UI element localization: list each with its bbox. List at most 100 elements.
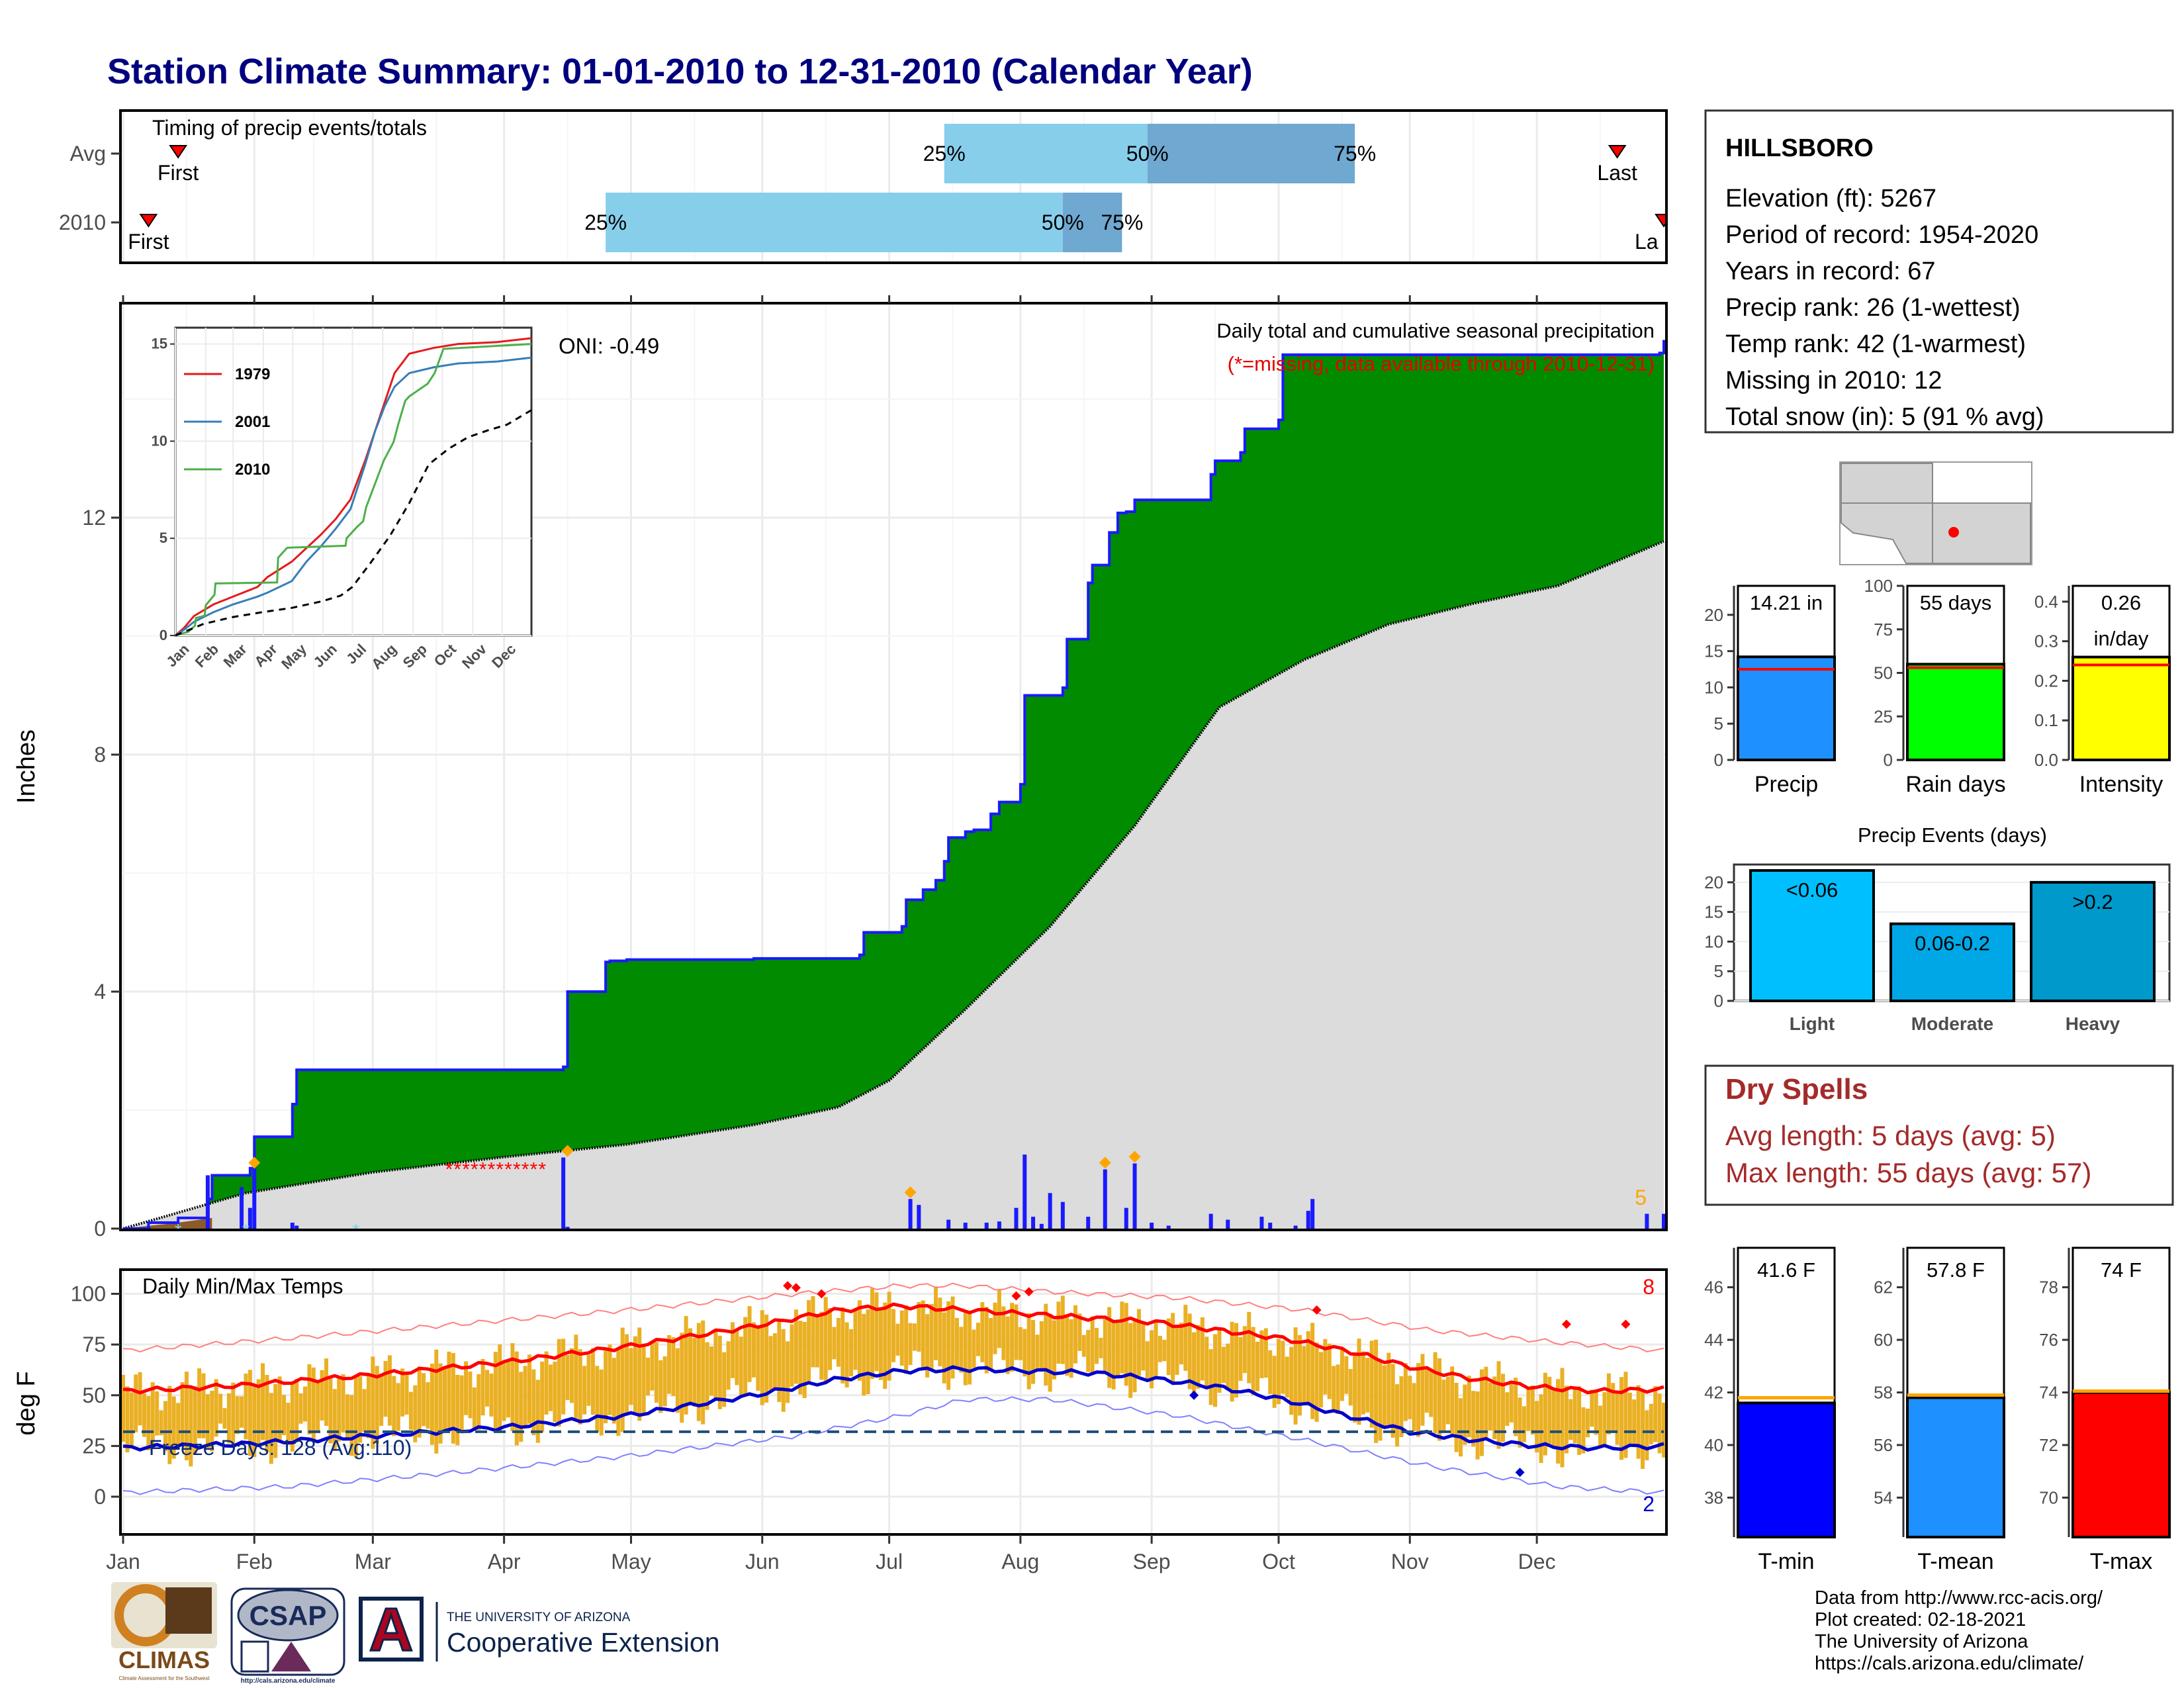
daily-temp-bar bbox=[751, 1322, 756, 1378]
daily-temp-bar bbox=[1572, 1386, 1577, 1444]
daily-temp-bar bbox=[477, 1374, 481, 1430]
daily-temp-bar bbox=[1649, 1403, 1653, 1445]
daily-temp-bar bbox=[510, 1343, 515, 1432]
daily-temp-bar bbox=[1463, 1384, 1467, 1445]
daily-temp-bar bbox=[1205, 1336, 1209, 1389]
daily-temp-bar bbox=[1374, 1339, 1379, 1443]
timing-panel: 25% 50% 75% First Last 25% 50% 75% First La Timin… bbox=[59, 109, 1668, 264]
missing-data-marker: * bbox=[530, 1159, 538, 1181]
daily-precip-bar bbox=[146, 1227, 151, 1229]
daily-temp-bar bbox=[1090, 1316, 1095, 1376]
daily-temp-bar bbox=[815, 1313, 819, 1368]
daily-temp-bar bbox=[1001, 1306, 1006, 1360]
daily-temp-bar bbox=[1429, 1370, 1433, 1417]
events-bar-label: 0.06-0.2 bbox=[1915, 932, 1990, 955]
month-label: Apr bbox=[488, 1550, 521, 1573]
daily-temp-bar bbox=[371, 1356, 375, 1449]
daily-temp-bar bbox=[121, 1374, 125, 1442]
daily-temp-bar bbox=[341, 1374, 345, 1433]
daily-temp-bar bbox=[1044, 1303, 1048, 1386]
daily-temp-bar bbox=[866, 1309, 870, 1395]
daily-temp-bar bbox=[205, 1394, 210, 1450]
month-label: Oct bbox=[1262, 1550, 1295, 1573]
daily-temp-bar bbox=[1653, 1385, 1658, 1442]
daily-temp-bar bbox=[1509, 1383, 1514, 1423]
daily-temp-bar bbox=[303, 1386, 308, 1422]
dry-spells-avg: Avg length: 5 days (avg: 5) bbox=[1725, 1120, 2056, 1151]
daily-temp-bar bbox=[828, 1308, 833, 1370]
temp-chart-value-label: 57.8 F bbox=[1927, 1258, 1985, 1282]
daily-temp-bar bbox=[286, 1403, 291, 1445]
small-chart-value-label: 55 days bbox=[1920, 591, 1992, 614]
daily-precip-bar bbox=[1150, 1223, 1154, 1229]
daily-temp-bar bbox=[1564, 1385, 1569, 1454]
daily-temp-bar bbox=[908, 1323, 913, 1366]
daily-temp-bar bbox=[519, 1372, 523, 1442]
daily-temp-bar bbox=[646, 1357, 651, 1396]
daily-temp-bar bbox=[895, 1323, 900, 1356]
daily-precip-bar bbox=[290, 1223, 295, 1229]
daily-temp-bar bbox=[590, 1348, 595, 1415]
daily-temp-bar bbox=[993, 1302, 997, 1354]
daily-temp-bar bbox=[959, 1327, 964, 1373]
temp-chart-ytick-label: 70 bbox=[2039, 1487, 2058, 1507]
daily-temp-bar bbox=[1310, 1323, 1315, 1419]
ua-logo-letter: A bbox=[369, 1596, 413, 1664]
pct-label: 50% bbox=[1126, 142, 1169, 165]
daily-temp-bar bbox=[878, 1309, 883, 1380]
temp-ytick-label: 50 bbox=[82, 1383, 106, 1407]
large-event-marker bbox=[904, 1186, 917, 1199]
daily-temp-bar bbox=[684, 1316, 688, 1415]
daily-temp-bar bbox=[222, 1408, 227, 1429]
small-chart-bar bbox=[1737, 655, 1836, 762]
daily-temp-bar bbox=[1183, 1305, 1188, 1371]
ua-bottom-text: Cooperative Extension bbox=[447, 1627, 720, 1658]
daily-temp-bar bbox=[349, 1395, 354, 1456]
daily-temp-bar bbox=[1390, 1364, 1395, 1438]
daily-temp-bar bbox=[582, 1366, 587, 1415]
daily-temp-bar bbox=[277, 1376, 282, 1441]
daily-temp-bar bbox=[1348, 1369, 1353, 1406]
record-low-count: 2 bbox=[1643, 1492, 1655, 1516]
record-high-marker bbox=[783, 1281, 793, 1291]
small-chart-ytick-label: 50 bbox=[1874, 663, 1893, 683]
daily-temp-bar bbox=[671, 1336, 676, 1397]
daily-temp-bar bbox=[709, 1346, 713, 1396]
missing-data-marker: * bbox=[453, 1159, 461, 1181]
daily-temp-bar bbox=[1623, 1372, 1628, 1458]
temp-ylabel: deg F bbox=[13, 1371, 40, 1435]
large-event-marker bbox=[1099, 1156, 1111, 1169]
daily-temp-bar bbox=[912, 1323, 917, 1351]
daily-temp-bar bbox=[1048, 1313, 1052, 1392]
inset-xtick-label: Jan bbox=[163, 641, 192, 670]
daily-precip-bar bbox=[1268, 1223, 1273, 1229]
daily-temp-bar bbox=[1420, 1354, 1425, 1426]
credit-line: Data from http://www.rcc-acis.org/ bbox=[1815, 1587, 2103, 1609]
daily-temp-bar bbox=[883, 1302, 887, 1389]
daily-temp-bar bbox=[316, 1381, 320, 1432]
daily-temp-bar bbox=[514, 1351, 519, 1446]
small-chart-value-label: 14.21 in bbox=[1750, 591, 1823, 614]
precip-ytick-label: 12 bbox=[82, 506, 106, 530]
daily-temp-bar bbox=[337, 1376, 341, 1442]
pct-label: 75% bbox=[1334, 142, 1376, 165]
temp-title: Daily Min/Max Temps bbox=[142, 1274, 343, 1298]
daily-temp-bar bbox=[142, 1393, 146, 1437]
daily-temp-bar bbox=[379, 1376, 384, 1427]
average-cumulative-area bbox=[123, 541, 1664, 1229]
daily-temp-bar bbox=[1467, 1376, 1471, 1438]
inset-xtick-label: Dec bbox=[488, 641, 519, 671]
small-chart-bar bbox=[1906, 663, 2005, 761]
daily-temp-bar bbox=[1115, 1321, 1120, 1378]
events-category-label: Heavy bbox=[2066, 1013, 2120, 1034]
daily-temp-bar bbox=[1395, 1384, 1400, 1447]
daily-temp-bar bbox=[540, 1361, 545, 1432]
pct-label: 25% bbox=[923, 142, 966, 165]
daily-temp-bar bbox=[307, 1364, 312, 1434]
events-category-label: Light bbox=[1790, 1013, 1835, 1034]
daily-temp-bar bbox=[129, 1392, 134, 1449]
inset-line bbox=[175, 356, 532, 637]
daily-precip-bar bbox=[1226, 1219, 1230, 1229]
inset-xtick-label: Nov bbox=[459, 640, 490, 672]
daily-temp-bar bbox=[413, 1385, 418, 1442]
